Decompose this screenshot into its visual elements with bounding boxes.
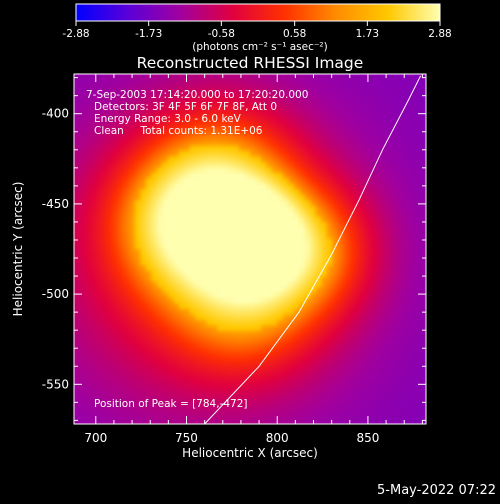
x-axis-label: Heliocentric X (arcsec)	[182, 446, 318, 460]
x-tick-label: 850	[356, 431, 379, 445]
x-tick-label: 700	[84, 431, 107, 445]
colorbar-tick-label: 2.88	[428, 28, 451, 40]
annotation-block: 7-Sep-2003 17:14:20.000 to 17:20:20.000 …	[86, 89, 308, 137]
colorbar-tick-label: -0.58	[208, 28, 235, 40]
peak-position-label: Position of Peak = [784,-472]	[94, 398, 248, 410]
y-tick-label: -500	[42, 287, 69, 301]
colorbar-tick-label: -2.88	[62, 28, 89, 40]
annotation-energy: Energy Range: 3.0 - 6.0 keV	[94, 113, 242, 125]
axis-ticks: 700 750 800 850 -400 -450 -500 -550	[42, 74, 426, 445]
colorbar-tick-label: 1.73	[356, 28, 379, 40]
colorbar-ticks: -2.88 -1.73 -0.58 0.58 1.73 2.88	[62, 21, 452, 40]
annotation-clean: Clean Total counts: 1.31E+06	[94, 125, 263, 137]
footer-date: 5-May-2022 07:22	[377, 483, 496, 498]
plot-area	[74, 74, 426, 424]
x-tick-label: 750	[175, 431, 198, 445]
solar-limb-line	[204, 75, 422, 424]
y-tick-label: -400	[42, 107, 69, 121]
colorbar-tick-label: -1.73	[135, 28, 162, 40]
y-axis-label: Heliocentric Y (arcsec)	[11, 182, 25, 317]
colorbar-tick-label: 0.58	[283, 28, 306, 40]
colorbar-unit-label: (photons cm⁻² s⁻¹ asec⁻²)	[192, 41, 327, 53]
x-tick-label: 800	[266, 431, 289, 445]
colorbar	[75, 3, 441, 22]
y-tick-label: -550	[42, 377, 69, 391]
chart-title: Reconstructed RHESSI Image	[137, 54, 364, 72]
y-tick-label: -450	[42, 197, 69, 211]
annotation-time: 7-Sep-2003 17:14:20.000 to 17:20:20.000	[86, 89, 308, 101]
heatmap-image	[74, 74, 426, 424]
plot-frame	[73, 73, 427, 425]
annotation-detectors: Detectors: 3F 4F 5F 6F 7F 8F, Att 0	[94, 101, 277, 113]
